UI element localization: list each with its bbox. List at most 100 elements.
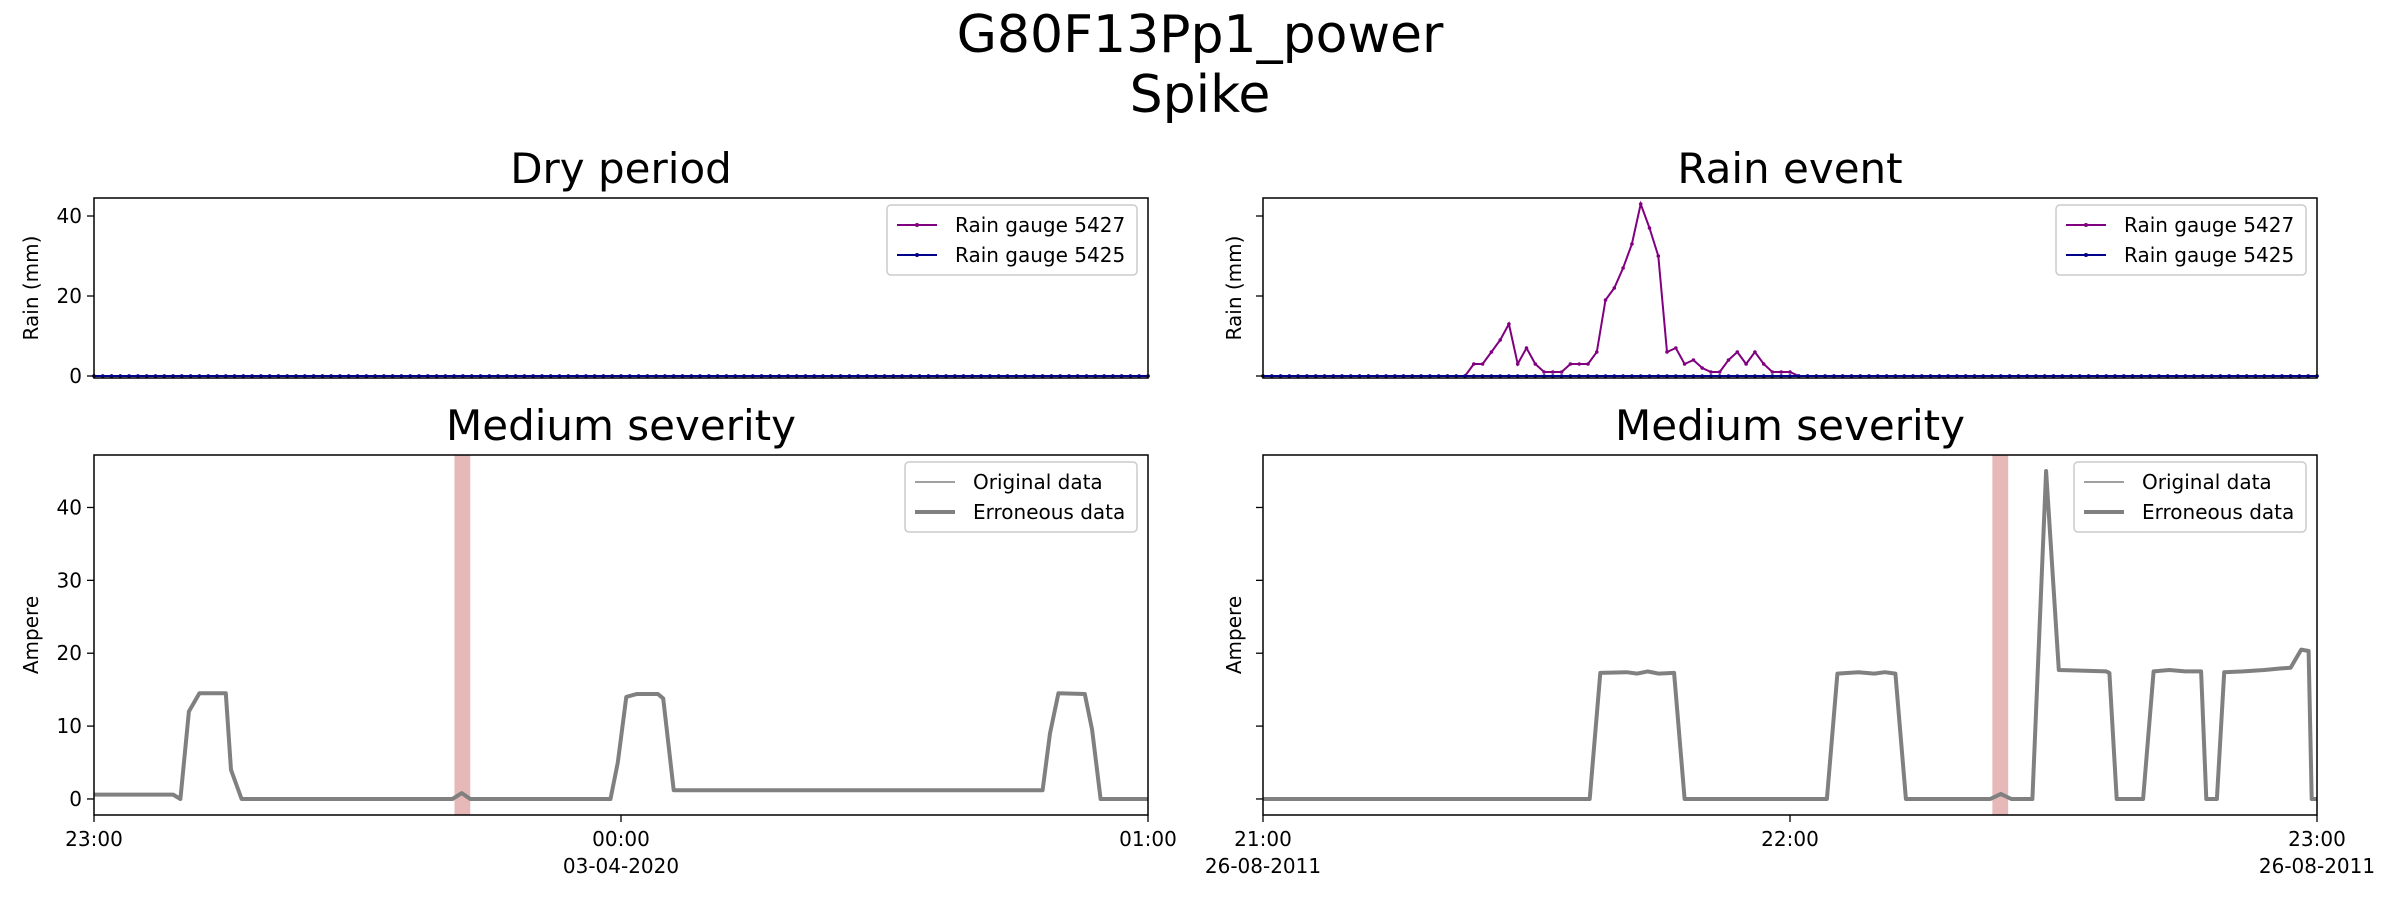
data-point — [1463, 374, 1467, 378]
data-point — [2042, 374, 2047, 378]
data-point — [1726, 358, 1731, 362]
data-point — [1937, 374, 1942, 378]
data-point — [1128, 374, 1133, 378]
legend-label-original-data: Original data — [2142, 470, 2272, 494]
y-tick-label: 20 — [57, 641, 82, 665]
data-point — [136, 374, 140, 378]
data-point — [636, 374, 641, 378]
data-point — [548, 374, 553, 378]
data-point — [838, 374, 843, 378]
data-point — [996, 374, 1001, 378]
data-point — [1876, 374, 1880, 378]
data-point — [2078, 374, 2082, 378]
series-line-original-data — [94, 692, 1148, 801]
x-tick-label: 23:00 — [2288, 827, 2346, 851]
data-point — [1568, 374, 1573, 378]
data-point — [628, 374, 632, 378]
data-point — [329, 374, 333, 378]
data-point — [1665, 374, 1669, 378]
data-point — [2288, 374, 2293, 378]
data-point — [224, 374, 228, 378]
legend-marker — [915, 253, 919, 257]
data-point — [206, 374, 210, 378]
data-point — [1436, 374, 1441, 378]
y-axis-label: Ampere — [19, 596, 43, 674]
data-point — [2157, 374, 2161, 378]
data-point — [1928, 374, 1933, 378]
data-point — [557, 374, 562, 378]
data-point — [2165, 374, 2170, 378]
data-point — [197, 374, 202, 378]
data-point — [232, 374, 237, 378]
data-point — [988, 374, 992, 378]
data-point — [215, 374, 219, 378]
data-point — [2025, 374, 2029, 378]
legend: Original data Erroneous data — [904, 461, 1138, 533]
data-point — [1814, 374, 1819, 378]
data-point — [2192, 374, 2196, 378]
y-tick-label: 40 — [57, 204, 82, 228]
y-tick-label: 0 — [69, 364, 82, 388]
data-point — [724, 374, 729, 378]
legend-marker — [2084, 223, 2088, 227]
data-point — [1559, 370, 1564, 374]
data-point — [1972, 374, 1977, 378]
data-point — [689, 374, 694, 378]
x-tick-label: 21:00 — [1234, 827, 1292, 851]
data-point — [144, 374, 149, 378]
data-point — [1603, 298, 1608, 302]
data-point — [2122, 374, 2126, 378]
data-point — [373, 374, 377, 378]
data-point — [1542, 374, 1546, 378]
panel-title: Dry period — [510, 144, 732, 193]
legend: Original data Erroneous data — [2073, 461, 2307, 533]
legend-marker — [2084, 253, 2088, 257]
data-point — [1515, 362, 1520, 366]
data-point — [777, 374, 781, 378]
data-point — [1084, 374, 1089, 378]
data-point — [935, 374, 939, 378]
data-point — [2183, 374, 2188, 378]
legend-marker — [915, 223, 919, 227]
data-point — [505, 374, 509, 378]
data-point — [2174, 374, 2179, 378]
data-point — [1349, 374, 1353, 378]
data-point — [654, 374, 658, 378]
data-point — [1559, 374, 1564, 378]
data-point — [1744, 374, 1748, 378]
data-point — [434, 374, 439, 378]
data-point — [1911, 374, 1915, 378]
y-axis-label: Ampere — [1222, 596, 1246, 674]
data-point — [399, 374, 404, 378]
data-point — [2113, 374, 2117, 378]
data-point — [856, 374, 860, 378]
data-point — [1990, 374, 1994, 378]
data-point — [285, 374, 290, 378]
data-point — [1058, 374, 1062, 378]
legend-box — [2055, 204, 2307, 276]
data-point — [531, 374, 535, 378]
data-point — [118, 374, 123, 378]
data-point — [2104, 374, 2108, 378]
data-point — [1375, 374, 1379, 378]
data-point — [1595, 374, 1599, 378]
data-point — [188, 374, 193, 378]
data-point — [1779, 374, 1783, 378]
data-point — [1674, 374, 1678, 378]
data-point — [1647, 374, 1652, 378]
y-axis-label: Rain (mm) — [1222, 236, 1246, 341]
data-point — [1603, 374, 1608, 378]
data-point — [1296, 374, 1300, 378]
data-point — [1270, 374, 1274, 378]
y-tick-label: 10 — [57, 714, 82, 738]
panel-medium-severity-left: Medium severity Ampere 0 10 20 30 40 23:00 00:… — [19, 401, 1177, 878]
data-point — [1779, 370, 1783, 374]
data-point — [961, 374, 966, 378]
data-point — [794, 374, 799, 378]
data-point — [1586, 374, 1590, 378]
data-point — [733, 374, 737, 378]
anomaly-span — [454, 455, 471, 815]
data-point — [1480, 374, 1485, 378]
data-point — [1797, 374, 1801, 378]
data-point — [1709, 370, 1713, 374]
